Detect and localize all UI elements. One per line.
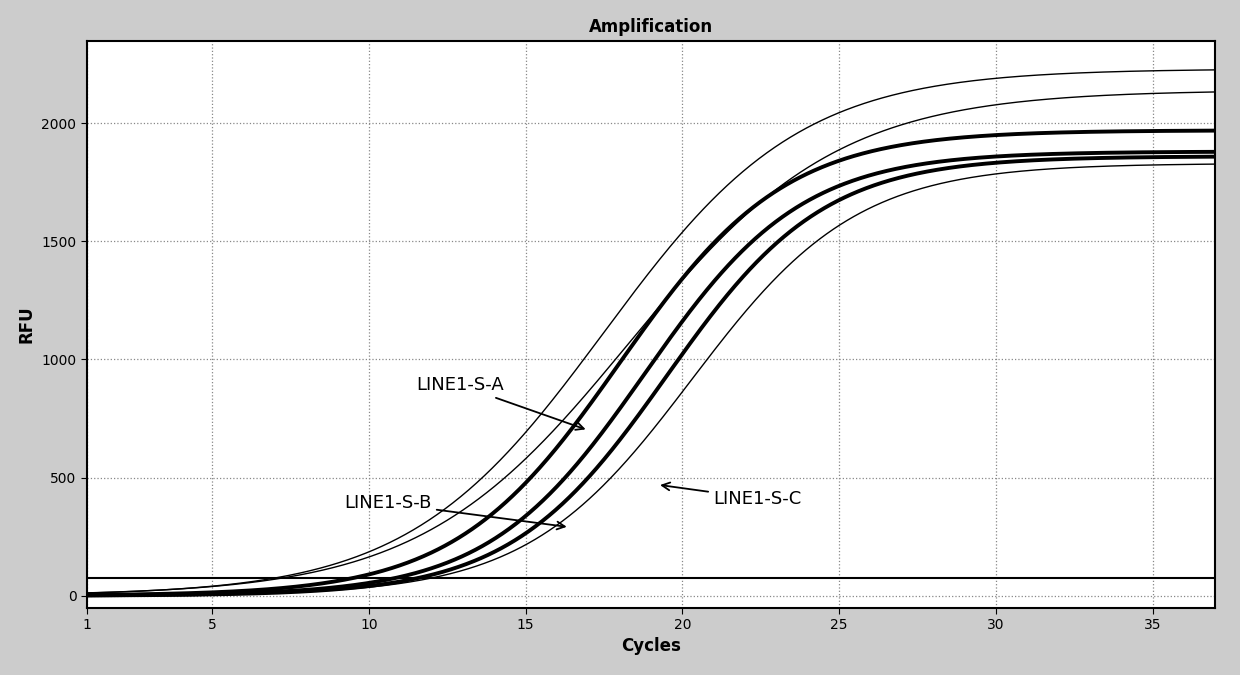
- Title: Amplification: Amplification: [589, 18, 713, 36]
- Text: LINE1-S-C: LINE1-S-C: [662, 483, 802, 508]
- Y-axis label: RFU: RFU: [17, 305, 36, 343]
- Text: LINE1-S-B: LINE1-S-B: [343, 494, 564, 529]
- X-axis label: Cycles: Cycles: [621, 637, 681, 655]
- Text: LINE1-S-A: LINE1-S-A: [415, 376, 584, 430]
